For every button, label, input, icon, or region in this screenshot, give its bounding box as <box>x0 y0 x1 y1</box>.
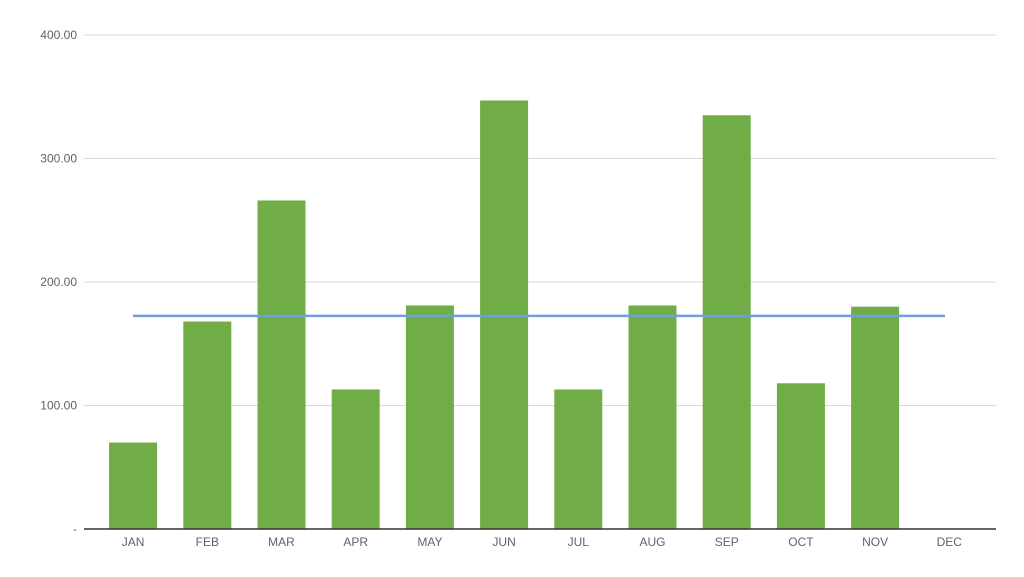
x-tick-label: NOV <box>862 535 888 549</box>
x-axis-tick-labels: JAN FEB MAR APR MAY JUN JUL AUG SEP OCT NOV DEC <box>122 535 963 549</box>
x-tick-label: MAR <box>268 535 295 549</box>
bar <box>405 305 454 529</box>
x-tick-label: APR <box>343 535 368 549</box>
y-axis-tick-labels: - 100.00 200.00 300.00 400.00 <box>40 28 77 536</box>
x-tick-label: JUL <box>568 535 590 549</box>
bar <box>331 389 380 529</box>
bars <box>109 100 900 530</box>
x-tick-label: JUN <box>492 535 515 549</box>
x-tick-label: JAN <box>122 535 145 549</box>
x-tick-label: MAY <box>417 535 442 549</box>
bar <box>257 200 306 530</box>
gridlines <box>84 34 996 406</box>
bar <box>851 306 900 529</box>
x-tick-label: SEP <box>715 535 739 549</box>
x-tick-label: AUG <box>639 535 665 549</box>
bar <box>628 305 677 529</box>
bar <box>109 442 158 529</box>
bar <box>702 115 751 530</box>
bar <box>554 389 603 529</box>
bar <box>183 321 232 529</box>
y-tick-label: 100.00 <box>40 399 77 413</box>
y-tick-label: 200.00 <box>40 275 77 289</box>
y-tick-label: 400.00 <box>40 28 77 42</box>
y-tick-label: - <box>73 522 77 536</box>
x-tick-label: OCT <box>788 535 814 549</box>
bar <box>776 383 825 529</box>
x-tick-label: FEB <box>196 535 219 549</box>
x-tick-label: DEC <box>937 535 963 549</box>
y-tick-label: 300.00 <box>40 152 77 166</box>
